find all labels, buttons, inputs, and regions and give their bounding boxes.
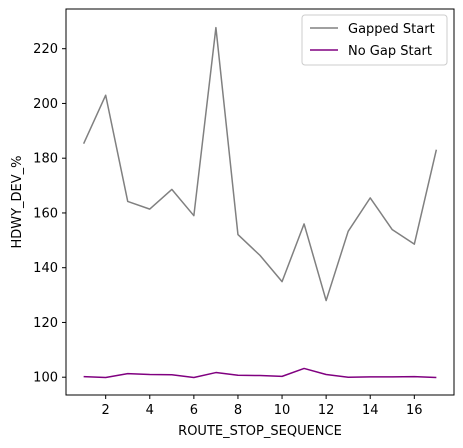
plot-area <box>65 8 455 396</box>
x-axis-label: ROUTE_STOP_SEQUENCE <box>178 424 342 439</box>
legend: Gapped Start No Gap Start <box>301 14 448 66</box>
x-tick-label: 2 <box>102 403 110 418</box>
x-tick-label: 14 <box>362 403 379 418</box>
x-axis-ticks: 2 4 6 8 10 12 14 16 <box>102 395 423 418</box>
y-tick-label: 180 <box>33 152 58 167</box>
y-tick-label: 200 <box>33 97 58 112</box>
legend-label-no-gap-start: No Gap Start <box>348 44 432 59</box>
series-line-gapped-start <box>82 26 438 302</box>
y-tick-label: 120 <box>33 316 58 331</box>
y-axis-label: HDWY_DEV_% <box>10 155 25 248</box>
y-tick-label: 140 <box>33 261 58 276</box>
x-tick-label: 6 <box>190 403 198 418</box>
series-lines <box>82 26 438 379</box>
x-tick-label: 8 <box>234 403 242 418</box>
legend-box <box>301 14 448 66</box>
x-tick-label: 16 <box>406 403 423 418</box>
legend-label-gapped-start: Gapped Start <box>348 22 435 37</box>
y-tick-label: 100 <box>33 371 58 386</box>
y-tick-label: 220 <box>33 42 58 57</box>
series-line-no-gap-start <box>83 367 437 379</box>
x-tick-label: 10 <box>274 403 291 418</box>
y-axis-ticks: 100 120 140 160 180 200 220 <box>33 42 66 386</box>
x-tick-label: 12 <box>318 403 335 418</box>
x-tick-label: 4 <box>146 403 154 418</box>
y-tick-label: 160 <box>33 206 58 221</box>
